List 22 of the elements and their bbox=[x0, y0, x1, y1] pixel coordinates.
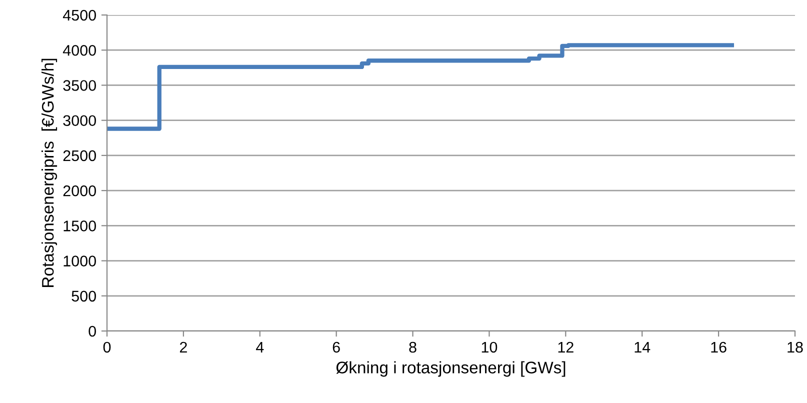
x-tick-label: 12 bbox=[558, 342, 574, 352]
x-tick-label: 18 bbox=[788, 342, 803, 353]
y-tick-label: 0 bbox=[88, 326, 96, 337]
y-tick-label: 4000 bbox=[62, 44, 96, 56]
x-tick-label: 4 bbox=[256, 342, 264, 352]
x-tick-label: 10 bbox=[482, 342, 498, 353]
y-tick-label: 2000 bbox=[63, 185, 96, 196]
y-tick-label: 500 bbox=[72, 290, 96, 302]
x-tick-label: 2 bbox=[180, 342, 187, 352]
x-tick-label: 16 bbox=[711, 342, 726, 353]
x-axis-title: Økning i rotasjonsenergi [GWs] bbox=[336, 361, 566, 377]
x-tick-label: 0 bbox=[103, 342, 111, 353]
y-tick-label: 2500 bbox=[63, 150, 96, 162]
y-tick-label: 3500 bbox=[63, 80, 96, 91]
x-tick-label: 14 bbox=[634, 342, 650, 352]
y-tick-label: 1500 bbox=[64, 220, 96, 232]
x-tick-label: 6 bbox=[332, 342, 340, 353]
x-tick-label: 8 bbox=[409, 342, 416, 353]
y-tick-label: 1000 bbox=[64, 256, 96, 266]
y-tick-label: 4500 bbox=[62, 10, 96, 21]
y-tick-label: 3000 bbox=[63, 115, 96, 126]
y-axis-title: Rotasjonsenergipris [€/GWs/h] bbox=[42, 58, 58, 287]
